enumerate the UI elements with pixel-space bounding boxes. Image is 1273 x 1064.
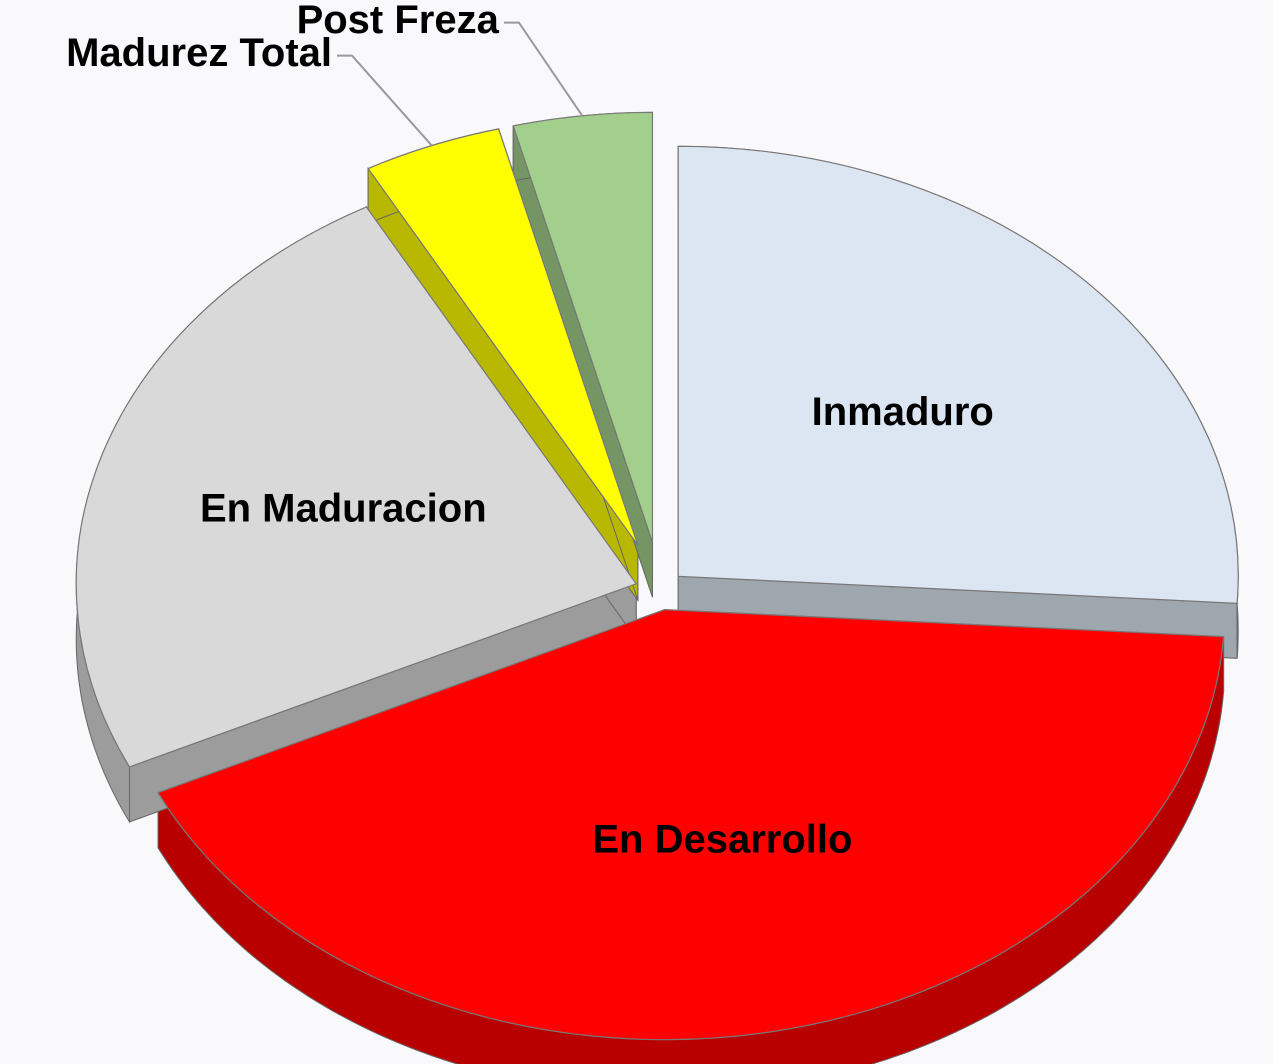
slice-label: En Maduracion [200, 486, 487, 530]
slice-label: Post Freza [297, 0, 500, 42]
slice [677, 145, 1239, 604]
slice-label: Inmaduro [812, 390, 994, 434]
slice-label: Madurez Total [66, 31, 332, 75]
slice-label: En Desarrollo [592, 818, 852, 862]
leader-line [503, 21, 584, 117]
leader-line [337, 54, 433, 147]
slice [75, 206, 638, 768]
slice [157, 609, 1225, 1041]
